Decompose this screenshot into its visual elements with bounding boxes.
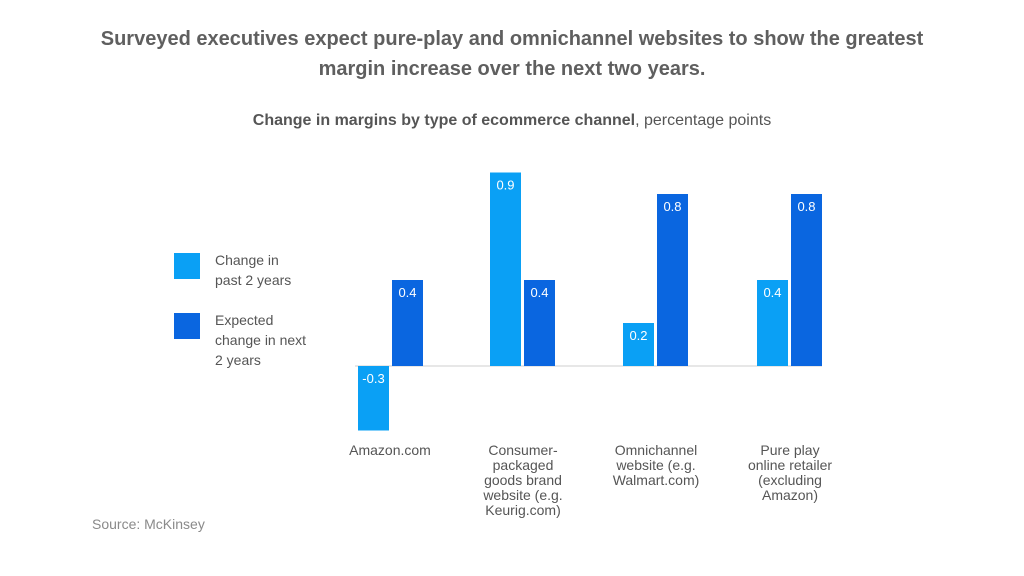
legend-label-past: Change in past 2 years <box>215 252 292 288</box>
chart-subtitle: Change in margins by type of ecommerce c… <box>100 112 924 130</box>
data-label-expected-1: 0.4 <box>530 285 548 300</box>
bar-expected-2 <box>657 194 688 366</box>
data-label-past-1: 0.9 <box>496 178 514 193</box>
data-label-expected-3: 0.8 <box>797 199 815 214</box>
subtitle-rest: , percentage points <box>635 112 772 129</box>
bar-past-2 <box>623 323 654 366</box>
data-label-expected-0: 0.4 <box>398 285 416 300</box>
bar-past-0 <box>358 366 389 431</box>
x-tick-label-2: Omnichannel website (e.g. Walmart.com) <box>612 442 700 488</box>
legend-swatch-past <box>174 253 200 279</box>
bar-past-1 <box>490 172 521 366</box>
bar-expected-1 <box>524 280 555 366</box>
data-label-past-0: -0.3 <box>362 371 384 386</box>
bar-expected-0 <box>392 280 423 366</box>
legend-item-expected: Expected change in next 2 years <box>174 310 335 370</box>
data-label-past-2: 0.2 <box>629 328 647 343</box>
x-tick-label-1: Consumer-packaged goods brand website (e.g… <box>483 442 563 518</box>
chart-title: Surveyed executives expect pure-play and… <box>100 28 924 80</box>
bar-expected-3 <box>791 194 822 366</box>
legend-swatch-expected <box>174 313 200 339</box>
source-note: Source: McKinsey <box>92 516 205 532</box>
legend-item-past: Change in past 2 years <box>174 250 335 290</box>
data-label-expected-2: 0.8 <box>663 199 681 214</box>
subtitle-bold: Change in margins by type of ecommerce c… <box>252 112 636 129</box>
x-tick-label-0: Amazon.com <box>349 442 431 458</box>
x-tick-label-3: Pure play online retailer (excluding Amazon… <box>747 442 833 503</box>
legend-label-expected: Expected change in next 2 years <box>215 312 307 368</box>
bar-past-3 <box>757 280 788 366</box>
data-label-past-3: 0.4 <box>763 285 781 300</box>
